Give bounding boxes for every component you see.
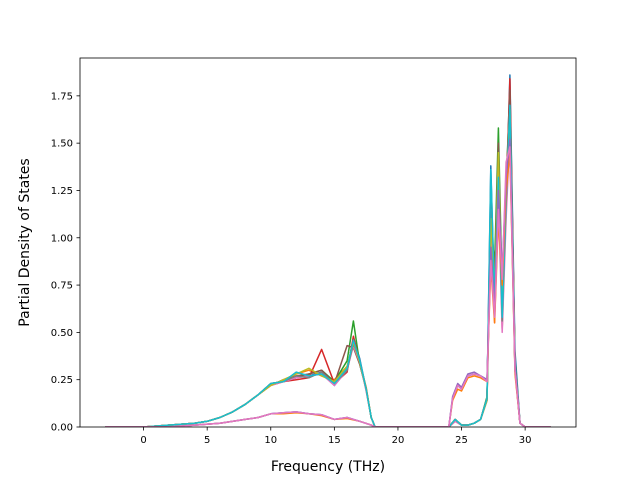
plot-frame <box>79 57 577 428</box>
x-tick-label: 5 <box>204 435 210 446</box>
y-tick-label: 1.50 <box>51 139 73 150</box>
y-tick-label: 0.00 <box>51 423 73 434</box>
x-tick-label: 0 <box>140 435 146 446</box>
pdos-series-5 <box>105 123 551 427</box>
pdos-series-11 <box>105 142 551 427</box>
y-axis-ticks: 0.00 0.25 0.50 0.75 1.00 1.25 1.50 1.75 <box>51 91 80 434</box>
pdos-series-14 <box>105 146 551 427</box>
y-tick-label: 1.75 <box>51 91 73 102</box>
x-tick-label: 25 <box>455 435 468 446</box>
y-tick-label: 0.25 <box>51 375 73 386</box>
pdos-series-4 <box>105 78 551 427</box>
x-tick-label: 10 <box>264 435 277 446</box>
y-axis-label: Partial Density of States <box>17 158 33 326</box>
pdos-series-7 <box>105 132 551 427</box>
x-axis-label: Frequency (THz) <box>271 459 385 475</box>
x-tick-label: 15 <box>328 435 341 446</box>
pdos-series-13 <box>105 138 551 427</box>
y-tick-label: 0.75 <box>51 281 73 292</box>
x-tick-label: 30 <box>519 435 532 446</box>
pdos-series-10 <box>105 104 551 427</box>
y-tick-label: 1.25 <box>51 186 73 197</box>
y-tick-label: 0.50 <box>51 328 73 339</box>
series-layer <box>105 74 551 427</box>
y-tick-label: 1.00 <box>51 233 73 244</box>
pdos-series-6 <box>105 89 551 427</box>
pdos-series-1 <box>105 74 551 427</box>
x-tick-label: 20 <box>392 435 405 446</box>
pdos-series-12 <box>105 151 551 427</box>
x-axis-ticks: 0 5 10 15 20 25 30 <box>140 427 531 446</box>
